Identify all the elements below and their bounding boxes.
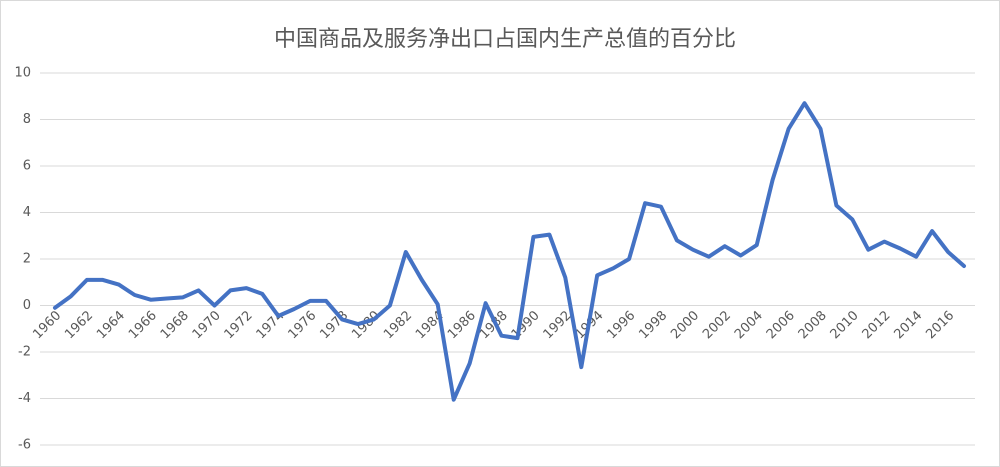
y-tick-label: 0 — [23, 298, 31, 313]
chart-title: 中国商品及服务净出口占国内生产总值的百分比 — [274, 27, 736, 52]
y-tick-label: 4 — [23, 205, 31, 220]
y-tick-label: 6 — [23, 159, 31, 174]
y-tick-label: 8 — [23, 112, 31, 127]
data-line — [53, 101, 966, 402]
y-tick-label: 2 — [23, 252, 31, 267]
y-tick-label: -6 — [18, 438, 31, 453]
y-tick-label: 10 — [14, 66, 31, 81]
y-tick-label: -2 — [18, 345, 31, 360]
y-tick-label: -4 — [18, 391, 31, 406]
